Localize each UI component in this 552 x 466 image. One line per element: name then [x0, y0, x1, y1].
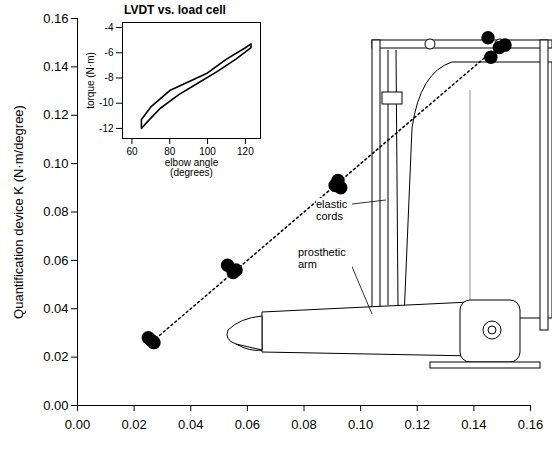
svg-text:elbow angle(degrees): elbow angle(degrees)	[165, 157, 219, 178]
svg-text:0.06: 0.06	[235, 417, 260, 432]
svg-text:-8: -8	[105, 72, 114, 83]
svg-text:-10: -10	[99, 97, 114, 108]
svg-text:0.10: 0.10	[43, 156, 68, 171]
svg-text:0.16: 0.16	[43, 11, 68, 26]
svg-text:0.14: 0.14	[43, 59, 68, 74]
svg-text:Quantification device K (N·m/d: Quantification device K (N·m/degree)	[11, 105, 26, 319]
svg-text:0.16: 0.16	[518, 417, 543, 432]
svg-text:0.02: 0.02	[43, 349, 68, 364]
html-text:prosthetic arm: prosthetic arm	[298, 246, 346, 270]
svg-text:60: 60	[126, 146, 138, 157]
svg-text:80: 80	[164, 146, 176, 157]
svg-text:-12: -12	[99, 123, 114, 134]
svg-text:torque (N·m): torque (N·m)	[85, 52, 96, 109]
svg-text:100: 100	[199, 146, 216, 157]
svg-text:0.10: 0.10	[348, 417, 373, 432]
svg-text:0.14: 0.14	[461, 417, 486, 432]
html-text:LVDT vs. load cell: LVDT vs. load cell	[124, 3, 226, 17]
html-text:elastic cords: elastic cords	[316, 198, 348, 222]
svg-text:0.00: 0.00	[43, 398, 68, 413]
svg-text:0.02: 0.02	[121, 417, 146, 432]
svg-text:0.12: 0.12	[405, 417, 430, 432]
svg-text:0.04: 0.04	[43, 301, 68, 316]
svg-text:0.04: 0.04	[178, 417, 203, 432]
svg-text:0.08: 0.08	[43, 204, 68, 219]
svg-text:-4: -4	[105, 22, 114, 33]
svg-text:0.12: 0.12	[43, 107, 68, 122]
svg-text:0.06: 0.06	[43, 253, 68, 268]
svg-text:0.08: 0.08	[291, 417, 316, 432]
svg-text:120: 120	[237, 146, 254, 157]
svg-text:-6: -6	[105, 47, 114, 58]
svg-text:0.00: 0.00	[65, 417, 90, 432]
